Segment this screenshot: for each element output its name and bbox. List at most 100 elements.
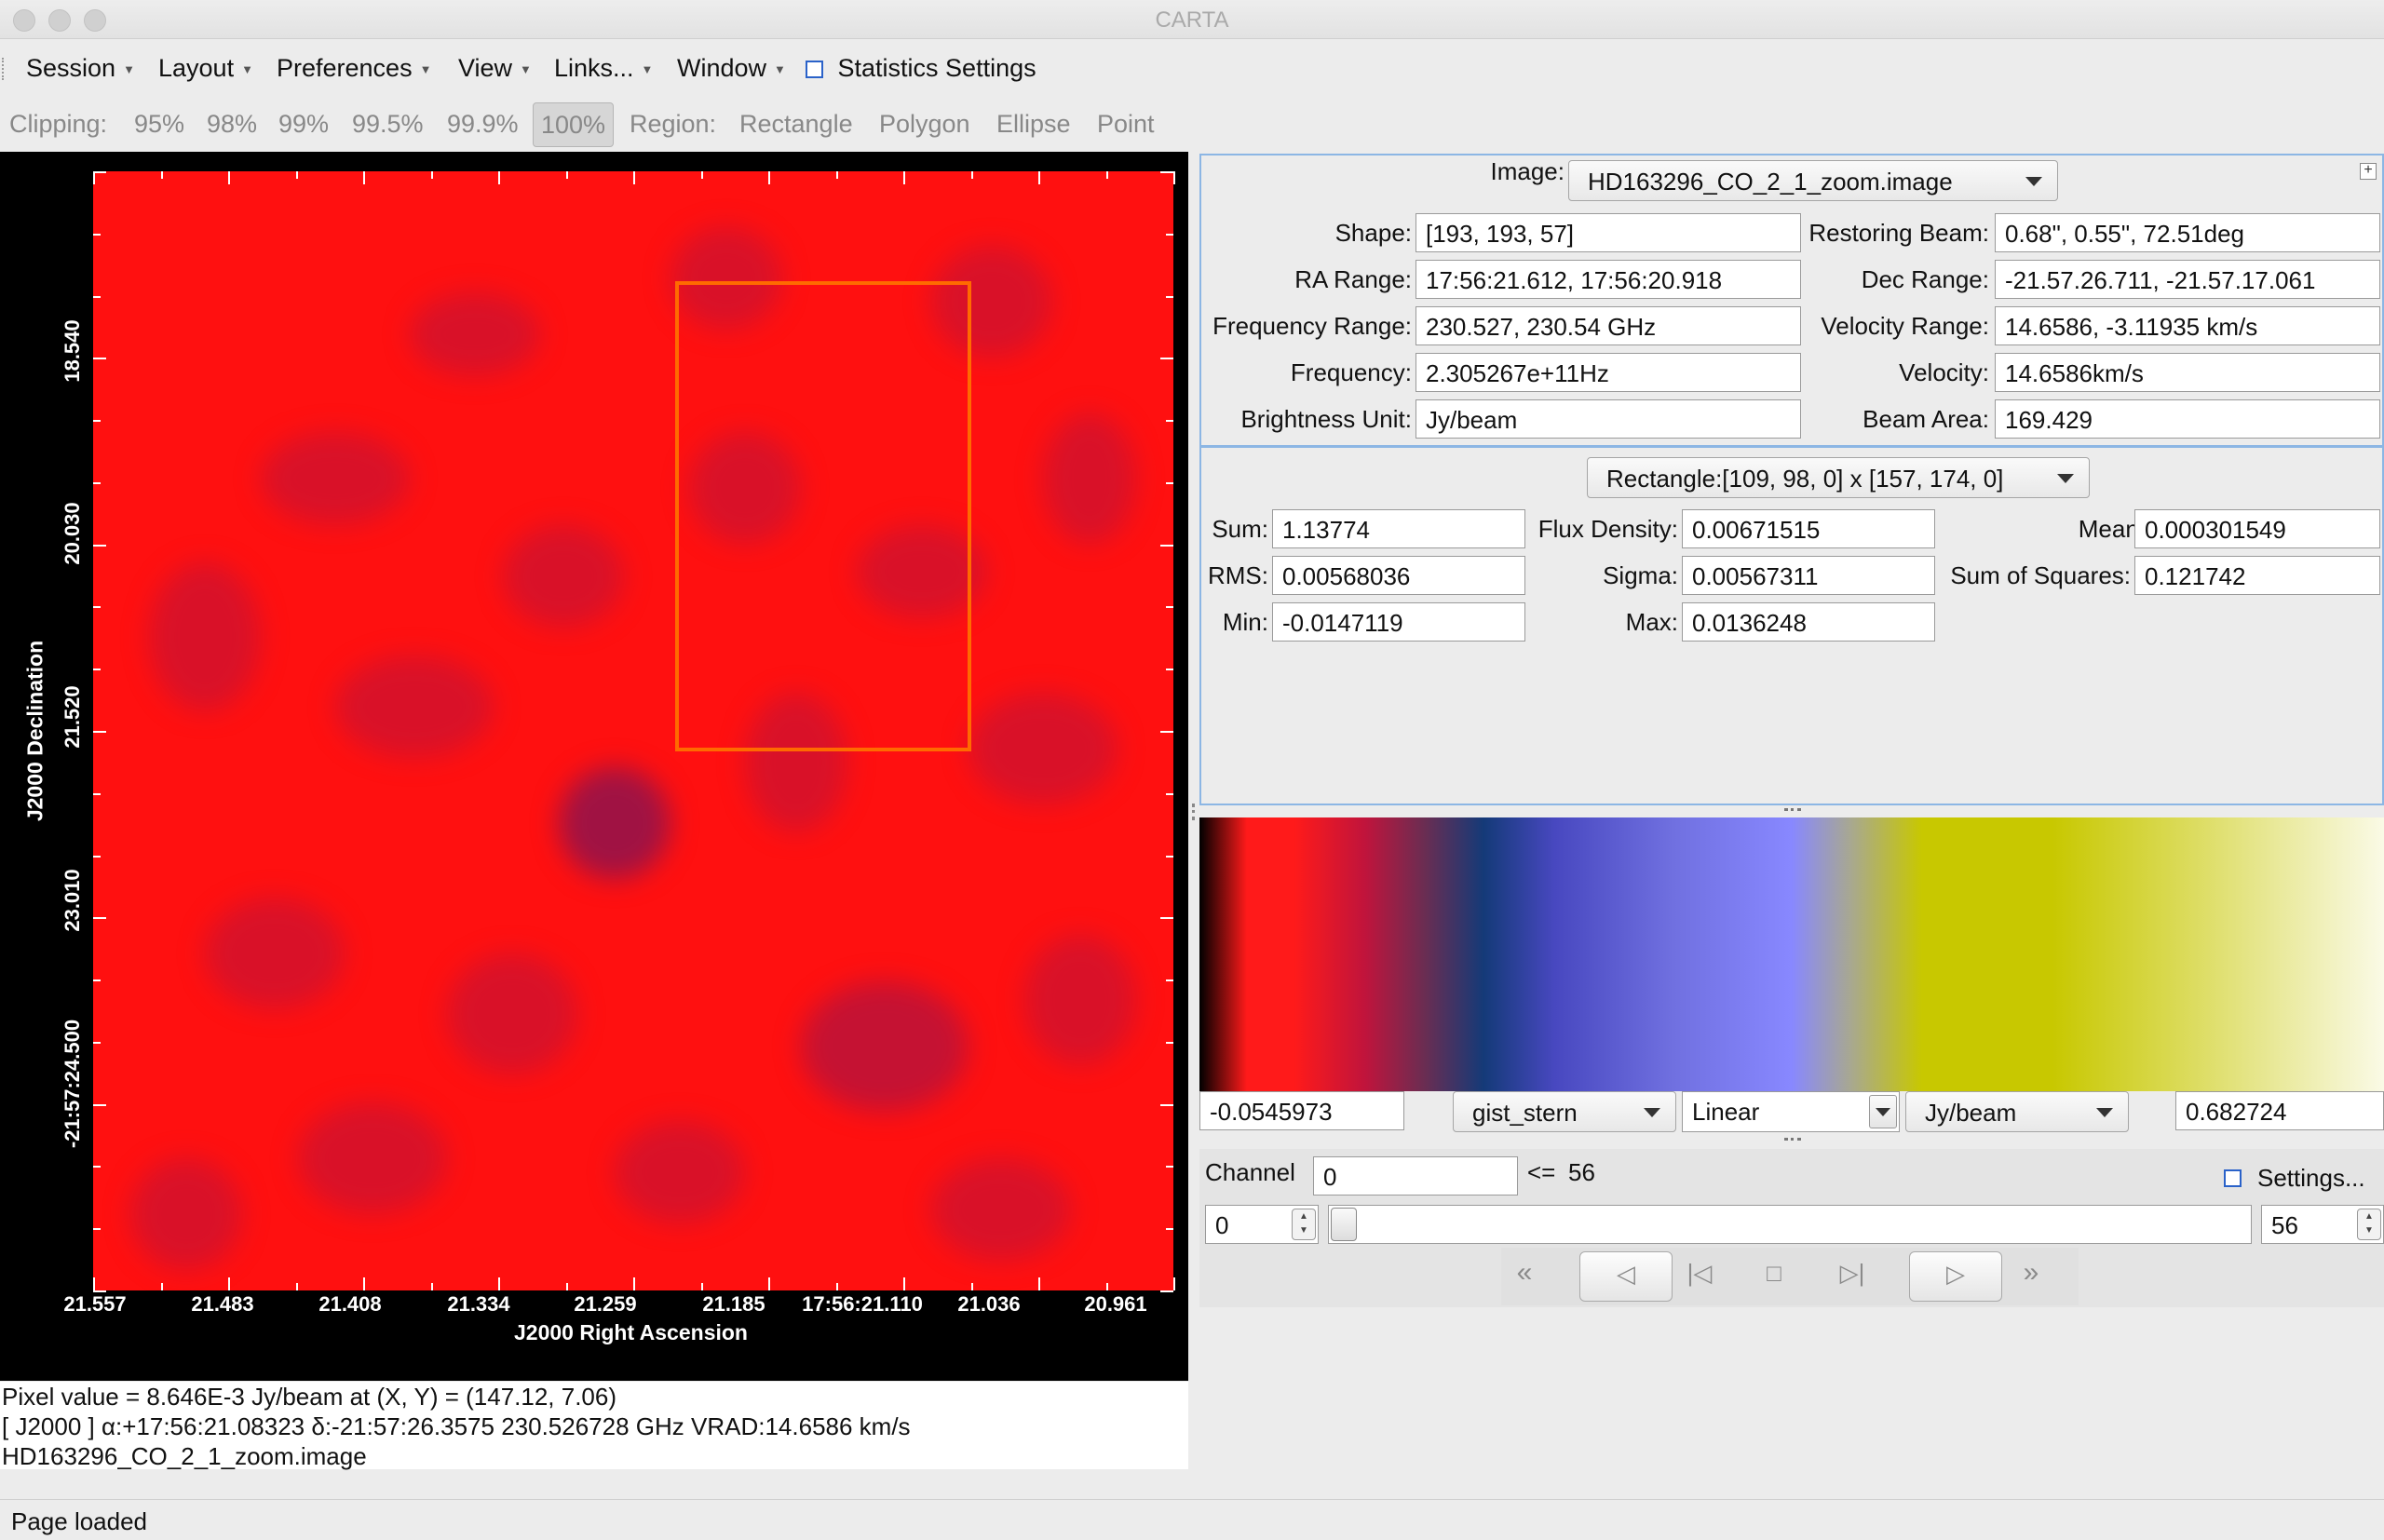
channel-label: Channel: [1205, 1158, 1295, 1186]
x-tick-label: 21.557: [63, 1292, 127, 1316]
mean-field[interactable]: 0.000301549: [2134, 509, 2380, 548]
axis-tick: [160, 171, 163, 179]
rms-field[interactable]: 0.00568036: [1272, 556, 1525, 595]
menu-window-label: Window: [677, 54, 767, 82]
region-rectangle-button[interactable]: Rectangle: [739, 110, 853, 138]
fast-forward-icon[interactable]: »: [2023, 1257, 2039, 1288]
menu-view[interactable]: View ▼: [458, 54, 532, 83]
restoring-beam-field[interactable]: 0.68", 0.55", 72.51deg: [1995, 213, 2380, 252]
axis-tick: [228, 1277, 230, 1290]
channel-start-field[interactable]: 0 ▲ ▼: [1205, 1205, 1319, 1244]
region-select[interactable]: Rectangle:[109, 98, 0] x [157, 174, 0]: [1587, 457, 2090, 498]
menu-layout[interactable]: Layout ▼: [158, 54, 253, 83]
sum-of-squares-field[interactable]: 0.121742: [2134, 556, 2380, 595]
settings-checkbox[interactable]: [2224, 1169, 2242, 1187]
channel-field[interactable]: 0: [1313, 1156, 1518, 1196]
menu-window[interactable]: Window ▼: [677, 54, 786, 83]
clip-100-button[interactable]: 100%: [533, 102, 615, 147]
first-frame-icon[interactable]: |◁: [1686, 1259, 1713, 1287]
region-polygon-button[interactable]: Polygon: [879, 110, 970, 138]
x-tick-label: 21.334: [447, 1292, 510, 1316]
colormap-min-field[interactable]: -0.0545973: [1199, 1091, 1404, 1130]
rms-label: RMS:: [1208, 561, 1268, 589]
brightness-unit-field[interactable]: Jy/beam: [1416, 399, 1801, 439]
coordinate-line: [ J2000 ] α:+17:56:21.08323 δ:-21:57:26.…: [2, 1412, 911, 1440]
last-frame-icon[interactable]: ▷|: [1839, 1259, 1865, 1287]
minimize-window-button[interactable]: [48, 9, 71, 32]
step-forward-button[interactable]: ▷: [1909, 1251, 2002, 1302]
horizontal-splitter[interactable]: [1784, 808, 1801, 816]
image-select[interactable]: HD163296_CO_2_1_zoom.image: [1568, 160, 2058, 201]
channel-end-value: 56: [2271, 1211, 2298, 1239]
axis-tick: [160, 1283, 163, 1290]
max-field[interactable]: 0.0136248: [1682, 602, 1935, 642]
menu-links-label: Links...: [554, 54, 634, 82]
colormap-name-value: gist_stern: [1472, 1099, 1578, 1127]
scale-dropdown-button[interactable]: [1869, 1095, 1897, 1128]
clip-99-button[interactable]: 99%: [278, 110, 330, 138]
rewind-icon[interactable]: «: [1516, 1257, 1533, 1288]
vertical-splitter[interactable]: [1188, 152, 1199, 1469]
flux-density-field[interactable]: 0.00671515: [1682, 509, 1935, 548]
axis-tick: [700, 171, 703, 179]
step-back-button[interactable]: ◁: [1579, 1251, 1673, 1302]
spinner-icon[interactable]: ▲ ▼: [2357, 1209, 2381, 1240]
checkbox-icon[interactable]: [806, 61, 823, 78]
unit-select[interactable]: Jy/beam: [1905, 1091, 2129, 1132]
expand-panel-icon[interactable]: +: [2360, 163, 2377, 180]
velocity-range-field[interactable]: 14.6586, -3.11935 km/s: [1995, 306, 2380, 345]
rectangle-region[interactable]: [675, 281, 971, 751]
axis-tick: [93, 1041, 101, 1044]
frequency-range-field[interactable]: 230.527, 230.54 GHz: [1416, 306, 1801, 345]
image-select-value: HD163296_CO_2_1_zoom.image: [1588, 168, 1953, 196]
axis-tick: [93, 1277, 95, 1290]
clip-99-5-button[interactable]: 99.5%: [352, 110, 424, 138]
axis-tick: [1166, 606, 1173, 609]
zoom-window-button[interactable]: [84, 9, 106, 32]
axis-tick: [1038, 1277, 1040, 1290]
ra-range-field[interactable]: 17:56:21.612, 17:56:20.918: [1416, 260, 1801, 299]
clip-95-button[interactable]: 95%: [134, 110, 185, 138]
spinner-icon[interactable]: ▲ ▼: [1292, 1209, 1316, 1240]
channel-start-value: 0: [1215, 1211, 1229, 1239]
shape-field[interactable]: [193, 193, 57]: [1416, 213, 1801, 252]
statistics-settings-toggle[interactable]: Statistics Settings: [806, 54, 1036, 83]
clip-99-9-button[interactable]: 99.9%: [447, 110, 519, 138]
horizontal-splitter[interactable]: [1784, 1138, 1801, 1145]
x-tick-label: 21.036: [957, 1292, 1021, 1316]
slider-handle[interactable]: [1331, 1208, 1357, 1241]
beam-area-field[interactable]: 169.429: [1995, 399, 2380, 439]
velocity-field[interactable]: 14.6586km/s: [1995, 353, 2380, 392]
axis-tick: [363, 171, 365, 184]
menu-session[interactable]: Session ▼: [26, 54, 135, 83]
close-window-button[interactable]: [13, 9, 35, 32]
colormap-max-field[interactable]: 0.682724: [2175, 1091, 2384, 1130]
axis-tick: [93, 544, 106, 547]
min-field[interactable]: -0.0147119: [1272, 602, 1525, 642]
channel-end-field[interactable]: 56 ▲ ▼: [2261, 1205, 2384, 1244]
colormap-name-select[interactable]: gist_stern: [1453, 1091, 1676, 1132]
channel-slider[interactable]: [1328, 1205, 2252, 1244]
image-canvas[interactable]: [93, 171, 1173, 1290]
axis-tick: [430, 1283, 433, 1290]
y-tick-label: 20.030: [61, 502, 84, 565]
dec-range-field[interactable]: -21.57.26.711, -21.57.17.061: [1995, 260, 2380, 299]
caret-down-icon: [1876, 1108, 1890, 1116]
axis-tick: [1173, 1277, 1175, 1290]
region-ellipse-button[interactable]: Ellipse: [996, 110, 1071, 138]
stop-icon[interactable]: □: [1767, 1259, 1781, 1287]
y-tick-label: -21:57:24.500: [61, 1019, 84, 1149]
menu-preferences[interactable]: Preferences ▼: [277, 54, 431, 83]
frequency-field[interactable]: 2.305267e+11Hz: [1416, 353, 1801, 392]
x-tick-label: 21.483: [191, 1292, 254, 1316]
clip-98-button[interactable]: 98%: [207, 110, 258, 138]
scale-select[interactable]: Linear: [1682, 1091, 1900, 1132]
sigma-field[interactable]: 0.00567311: [1682, 556, 1935, 595]
axis-tick: [1166, 979, 1173, 982]
x-tick-label: 21.408: [318, 1292, 382, 1316]
menu-links[interactable]: Links... ▼: [554, 54, 653, 83]
axis-tick: [93, 1166, 101, 1169]
sum-field[interactable]: 1.13774: [1272, 509, 1525, 548]
region-point-button[interactable]: Point: [1097, 110, 1155, 138]
axis-tick: [93, 1228, 101, 1231]
